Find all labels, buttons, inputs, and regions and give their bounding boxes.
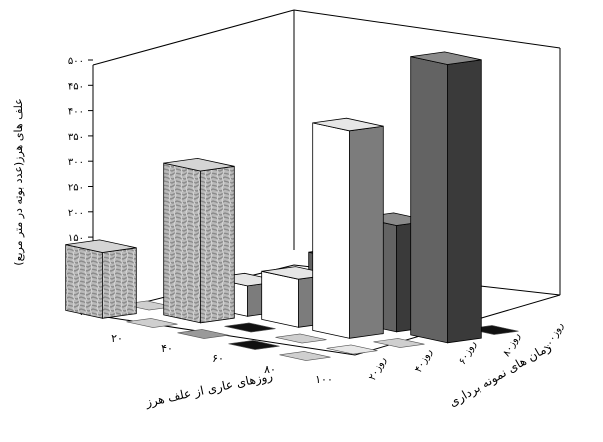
- y-tick-label: ۴۵۰: [68, 81, 84, 92]
- bar-front-face: [163, 162, 201, 324]
- x-tick-label: ۲۰: [111, 332, 123, 345]
- y-tick-label: ۰: [79, 309, 84, 320]
- x-tick-label: ۴۰: [161, 342, 173, 355]
- floor-marker: [126, 318, 178, 328]
- bar: [163, 157, 235, 324]
- bar-side-face: [102, 247, 137, 319]
- y-tick-label: ۲۵۰: [68, 183, 84, 194]
- bar-side-face: [348, 125, 384, 339]
- floor-marker: [224, 322, 276, 333]
- back-wall-top-left: [92, 9, 295, 66]
- bar: [410, 51, 482, 344]
- y-axis-title: علف های هرز(عدد بوته در متر مربع): [12, 98, 25, 265]
- y-tick-label: ۳۰۰: [68, 157, 84, 168]
- bar-front-face: [261, 270, 299, 328]
- bar-front-face: [65, 244, 103, 319]
- floor-marker: [373, 338, 425, 348]
- floor-marker: [279, 351, 331, 361]
- bar-top-face: [163, 157, 235, 172]
- y-tick-label: ۴۰۰: [68, 107, 84, 118]
- floor-marker: [228, 340, 280, 350]
- bar: [65, 239, 137, 319]
- x-axis-labels: ۲۰ ۴۰ ۶۰ ۸۰ ۱۰۰: [111, 332, 333, 386]
- bar-top-face: [65, 239, 137, 253]
- z-tick-label: ۴۰روز: [413, 347, 435, 375]
- floor-marker: [177, 329, 229, 339]
- x-tick-label: ۱۰۰: [315, 373, 333, 386]
- bar-front-face: [410, 56, 448, 344]
- x-tick-label: ۶۰: [212, 352, 224, 365]
- z-tick-label: ۶۰روز: [457, 339, 479, 367]
- bar-side-face: [199, 165, 235, 324]
- x-axis-title: روزهای عاری از علف هرز: [143, 369, 274, 411]
- y-tick-label: ۵۰۰: [68, 56, 84, 67]
- x-tick-label: ۸۰: [264, 363, 276, 376]
- bar-top-face: [410, 51, 482, 65]
- bar-top-face: [312, 117, 384, 132]
- bar-side-face: [446, 59, 482, 344]
- floor-marker: [275, 333, 327, 344]
- y-tick-label: ۲۰۰: [68, 208, 84, 219]
- y-tick-label: ۳۵۰: [68, 132, 84, 143]
- bars: [65, 51, 482, 344]
- bar-front-face: [312, 122, 350, 339]
- bar: [312, 117, 384, 339]
- back-wall-top-right: [293, 9, 561, 49]
- y-tick-label: ۱۵۰: [68, 233, 84, 244]
- floor-marker: [326, 344, 378, 355]
- z-tick-label: ۲۰روز: [367, 355, 389, 383]
